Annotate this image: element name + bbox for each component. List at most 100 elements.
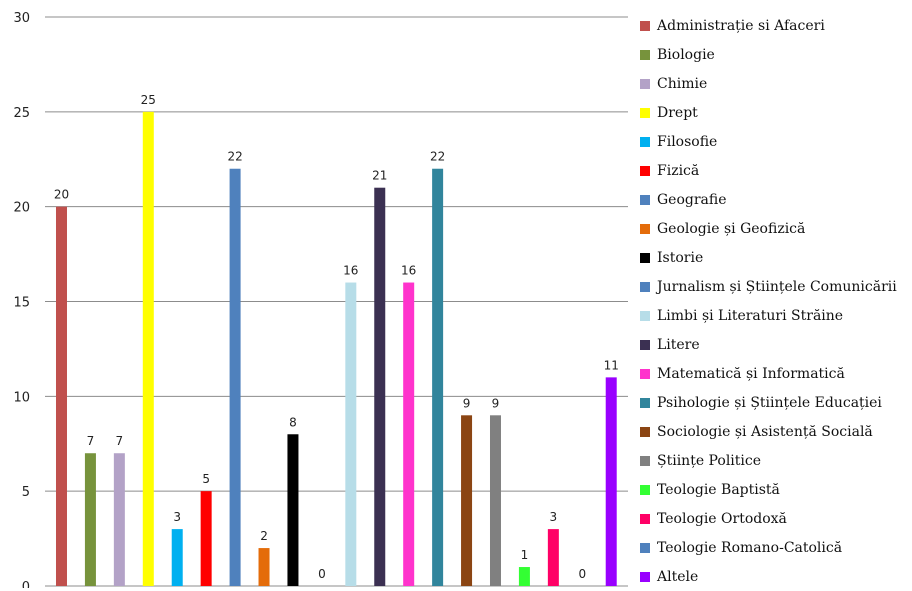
legend-swatch — [640, 571, 650, 582]
legend-swatch — [640, 368, 650, 379]
legend-swatch — [640, 20, 650, 31]
bar-data-label: 16 — [401, 264, 416, 278]
legend-item: Teologie Romano-Catolică — [640, 533, 910, 562]
legend-label: Matematică și Informatică — [657, 365, 845, 382]
legend-label: Limbi și Literaturi Străine — [657, 307, 844, 324]
legend-swatch — [640, 136, 650, 147]
legend-item: Teologie Ortodoxă — [640, 504, 910, 533]
bar — [403, 282, 415, 586]
bar-data-label: 11 — [604, 358, 619, 372]
legend-item: Litere — [640, 330, 910, 359]
legend-label: Fizică — [657, 162, 700, 179]
legend-item: Științe Politice — [640, 446, 910, 475]
legend-swatch — [640, 542, 650, 553]
bar-data-label: 25 — [141, 93, 156, 107]
bar-data-label: 9 — [463, 396, 471, 410]
legend-swatch — [640, 484, 650, 495]
bar — [84, 453, 96, 586]
legend-label: Altele — [657, 568, 699, 585]
legend-label: Administrație si Afaceri — [657, 17, 825, 34]
legend-swatch — [640, 223, 650, 234]
legend-item: Fizică — [640, 156, 910, 185]
legend: Administrație si Afaceri Biologie Chimie Dr… — [640, 11, 910, 591]
legend-item: Filosofie — [640, 127, 910, 156]
y-tick-label: 0 — [22, 580, 30, 588]
legend-label: Teologie Romano-Catolică — [657, 539, 843, 556]
bar-data-label: 0 — [318, 567, 326, 581]
bar — [287, 434, 299, 586]
legend-item: Teologie Baptistă — [640, 475, 910, 504]
bar-data-label: 21 — [372, 169, 387, 183]
legend-swatch — [640, 165, 650, 176]
legend-swatch — [640, 49, 650, 60]
bar-data-label: 7 — [87, 434, 95, 448]
y-tick-label: 10 — [13, 390, 30, 405]
legend-label: Teologie Ortodoxă — [657, 510, 787, 527]
legend-swatch — [640, 339, 650, 350]
legend-item: Drept — [640, 98, 910, 127]
legend-item: Administrație si Afaceri — [640, 11, 910, 40]
bar — [605, 377, 617, 586]
legend-item: Biologie — [640, 40, 910, 69]
bar — [374, 187, 386, 586]
bar-data-label: 3 — [173, 510, 181, 524]
legend-label: Biologie — [657, 46, 715, 63]
legend-label: Filosofie — [657, 133, 718, 150]
bar — [55, 206, 67, 586]
bar-data-label: 16 — [343, 264, 358, 278]
legend-swatch — [640, 107, 650, 118]
legend-item: Matematică și Informatică — [640, 359, 910, 388]
legend-label: Chimie — [657, 75, 708, 92]
legend-item: Chimie — [640, 69, 910, 98]
bar-data-label: 0 — [578, 567, 586, 581]
bar — [432, 168, 444, 586]
bar-data-label: 3 — [550, 510, 558, 524]
legend-label: Jurnalism și Științele Comunicării — [657, 278, 897, 295]
bar — [171, 529, 183, 586]
y-tick-label: 25 — [13, 106, 30, 121]
legend-swatch — [640, 78, 650, 89]
legend-label: Teologie Baptistă — [657, 481, 780, 498]
legend-swatch — [640, 281, 650, 292]
legend-label: Drept — [657, 104, 698, 121]
bar-data-label: 2 — [260, 529, 268, 543]
y-tick-label: 20 — [13, 201, 30, 216]
bar-data-label: 5 — [202, 472, 210, 486]
legend-item: Sociologie și Asistență Socială — [640, 417, 910, 446]
legend-item: Altele — [640, 562, 910, 591]
legend-item: Limbi și Literaturi Străine — [640, 301, 910, 330]
legend-item: Geologie și Geofizică — [640, 214, 910, 243]
bar — [489, 415, 501, 586]
bar-data-label: 1 — [521, 548, 529, 562]
bar-data-label: 20 — [54, 188, 69, 202]
y-tick-label: 15 — [13, 296, 30, 311]
bar-data-label: 8 — [289, 415, 297, 429]
bar-data-label: 7 — [116, 434, 124, 448]
bar — [113, 453, 125, 586]
y-tick-label: 30 — [13, 11, 30, 26]
legend-label: Geologie și Geofizică — [657, 220, 806, 237]
bar — [229, 168, 241, 586]
legend-swatch — [640, 310, 650, 321]
bar — [518, 567, 530, 586]
legend-item: Jurnalism și Științele Comunicării — [640, 272, 910, 301]
legend-item: Istorie — [640, 243, 910, 272]
legend-swatch — [640, 455, 650, 466]
bar-data-label: 22 — [430, 150, 445, 164]
legend-swatch — [640, 194, 650, 205]
legend-label: Geografie — [657, 191, 727, 208]
legend-item: Psihologie și Științele Educației — [640, 388, 910, 417]
bar — [547, 529, 559, 586]
legend-label: Litere — [657, 336, 700, 353]
legend-swatch — [640, 426, 650, 437]
y-tick-label: 5 — [22, 485, 30, 500]
legend-swatch — [640, 252, 650, 263]
legend-label: Istorie — [657, 249, 704, 266]
legend-item: Geografie — [640, 185, 910, 214]
bar — [200, 491, 212, 586]
legend-label: Științe Politice — [657, 452, 762, 469]
bar — [461, 415, 473, 586]
legend-label: Sociologie și Asistență Socială — [657, 423, 873, 440]
